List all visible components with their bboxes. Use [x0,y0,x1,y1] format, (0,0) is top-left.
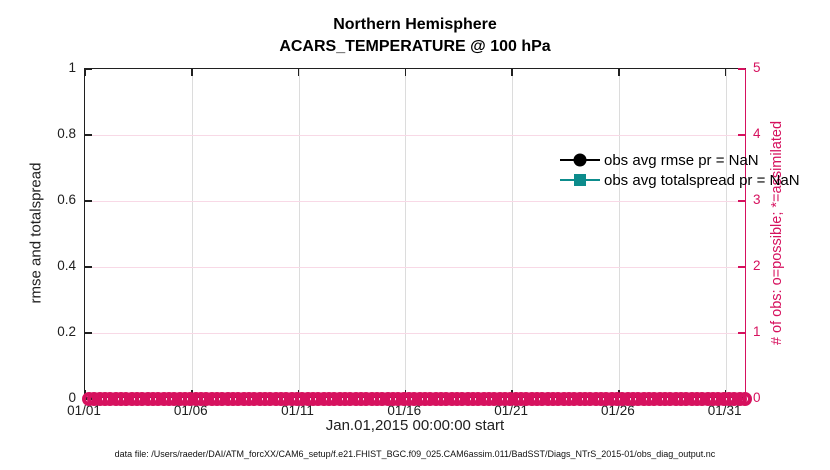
x-tick-mark-top [724,69,727,76]
legend-item-rmse: obs avg rmse pr = NaN [560,150,800,170]
left-y-tick-label: 0.2 [57,324,76,339]
x-tick-mark-top [618,69,620,76]
obs-count-circle-marker [738,392,752,406]
y-tick-mark-left [85,200,92,202]
left-y-tick-label: 0.6 [57,192,76,207]
legend-item-totalspread: obs avg totalspread pr = NaN [560,170,800,190]
x-gridline [298,69,300,397]
legend-circle-marker-icon [573,153,587,167]
x-tick-mark-top [191,69,193,76]
y-tick-mark-right [738,266,745,268]
x-tick-label: 01/06 [173,403,208,418]
data-file-caption: data file: /Users/raeder/DAI/ATM_forcXX/… [114,449,716,459]
y-gridline [85,266,745,268]
left-y-tick-label: 0.8 [57,126,76,141]
legend-square-marker-icon [574,174,586,186]
y-tick-mark-right [738,68,745,70]
y-gridline [85,134,745,136]
chart-title-variable: ACARS_TEMPERATURE @ 100 hPa [279,38,551,55]
x-axis-label: Jan.01,2015 00:00:00 start [325,417,505,434]
y-tick-mark-right [738,200,745,202]
x-gridline [191,69,193,397]
x-tick-mark-top [297,69,300,76]
right-y-tick-label: 1 [753,324,761,339]
obs-possible-markers [82,392,752,406]
x-tick-label: 01/16 [387,403,422,418]
x-tick-label: 01/01 [67,403,101,418]
legend: obs avg rmse pr = NaN obs avg totalsprea… [560,150,800,190]
x-tick-label: 01/31 [707,403,742,418]
y-tick-mark-left [85,266,92,268]
legend-sample-rmse [560,153,600,167]
x-tick-mark-top [511,69,513,76]
x-tick-mark-top [404,69,407,76]
left-y-tick-label: 1 [68,60,76,75]
right-y-tick-label: 4 [753,126,761,141]
y-tick-mark-left [85,332,92,334]
plot-area: obs avg rmse pr = NaN obs avg totalsprea… [82,68,800,406]
legend-sample-totalspread [560,173,600,187]
x-gridline [405,69,407,397]
left-y-tick-label: 0.4 [57,258,76,273]
x-gridline [512,69,514,397]
y-tick-mark-right [738,332,745,334]
y-tick-mark-left [85,134,92,136]
y-tick-mark-right [738,134,745,136]
legend-label-rmse: obs avg rmse pr = NaN [604,151,759,169]
y-tick-mark-left [85,68,92,70]
legend-label-totalspread: obs avg totalspread pr = NaN [604,171,800,189]
x-tick-label: 01/26 [600,403,635,418]
left-y-tick-label: 0 [68,390,76,405]
right-y-tick-label: 2 [753,258,761,273]
x-tick-label: 01/11 [281,403,314,418]
right-y-tick-label: 5 [753,60,761,75]
right-y-tick-label: 0 [753,390,761,405]
right-y-tick-label: 3 [753,192,761,207]
y-gridline [85,332,745,334]
x-gridline [725,69,727,397]
x-gridline [618,69,620,397]
x-tick-label: 01/21 [494,403,528,418]
chart-title-region: Northern Hemisphere [333,16,497,33]
chart-title: Northern Hemisphere ACARS_TEMPERATURE @ … [84,14,746,58]
left-y-axis-label: rmse and totalspread [27,162,45,304]
x-tick-mark-top [84,69,86,76]
y-gridline [85,200,745,202]
